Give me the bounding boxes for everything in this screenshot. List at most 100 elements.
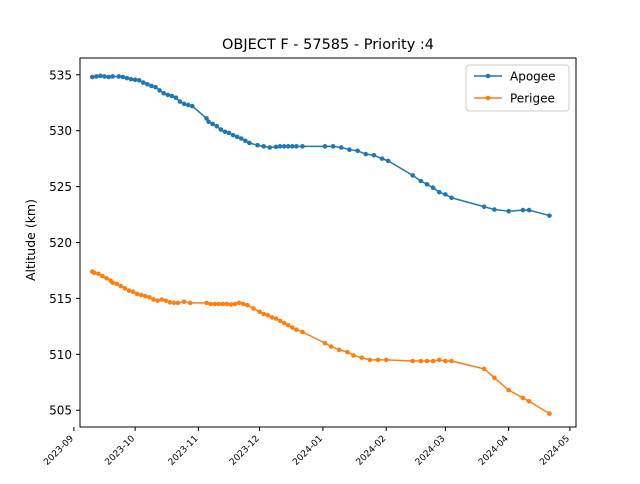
data-point-perigee [143, 293, 148, 299]
data-point-apogee [214, 123, 220, 129]
data-point-perigee [251, 306, 256, 311]
data-point-perigee [181, 299, 187, 305]
y-axis-label: Altitude (km) [23, 199, 38, 281]
data-point-apogee [355, 148, 360, 154]
data-point-perigee [228, 302, 234, 307]
data-point-apogee [267, 145, 273, 150]
legend-label: Apogee [510, 70, 556, 84]
data-point-perigee [147, 294, 152, 300]
data-point-apogee [300, 144, 305, 149]
data-point-apogee [379, 156, 385, 161]
plot-area [89, 73, 552, 416]
data-point-perigee [171, 300, 177, 306]
data-point-perigee [410, 358, 416, 364]
data-point-apogee [140, 80, 146, 85]
data-point-perigee [269, 315, 275, 320]
data-point-apogee [94, 74, 99, 79]
data-point-perigee [236, 300, 242, 306]
data-point-perigee [277, 318, 283, 324]
data-point-perigee [424, 358, 430, 364]
y-tick-label: 520 [49, 236, 72, 250]
data-point-apogee [165, 92, 171, 98]
data-point-perigee [547, 411, 552, 416]
data-point-apogee [157, 88, 162, 93]
data-point-perigee [138, 292, 144, 298]
data-point-apogee [436, 189, 442, 195]
data-point-apogee [128, 76, 134, 82]
data-point-perigee [367, 357, 373, 363]
data-point-apogee [210, 121, 215, 127]
data-point-apogee [102, 74, 107, 79]
data-point-perigee [163, 298, 169, 303]
data-point-apogee [177, 99, 183, 104]
legend-entry-apogee: Apogee [474, 70, 556, 84]
data-point-perigee [212, 301, 218, 307]
data-point-perigee [257, 309, 262, 315]
data-point-perigee [240, 301, 246, 307]
data-point-apogee [247, 140, 252, 146]
data-point-apogee [149, 83, 154, 89]
data-point-apogee [238, 136, 244, 141]
data-point-perigee [351, 353, 356, 358]
y-tick-label: 515 [49, 292, 72, 306]
data-point-perigee [96, 271, 101, 277]
data-point-perigee [345, 349, 350, 355]
data-point-perigee [155, 298, 160, 303]
data-point-apogee [206, 119, 211, 125]
y-tick-label: 505 [49, 404, 72, 418]
data-point-apogee [120, 74, 126, 80]
data-point-apogee [204, 116, 209, 121]
data-point-perigee [322, 340, 328, 346]
data-point-perigee [118, 283, 124, 289]
data-point-perigee [167, 300, 173, 305]
data-point-apogee [492, 207, 497, 212]
data-point-apogee [410, 173, 416, 178]
data-point-perigee [273, 316, 279, 321]
data-point-perigee [134, 291, 140, 297]
data-point-apogee [98, 73, 103, 79]
data-point-apogee [222, 129, 228, 135]
data-point-apogee [234, 134, 240, 140]
axes-frame [79, 57, 577, 428]
data-point-perigee [261, 311, 267, 317]
y-tick-label: 535 [49, 68, 72, 82]
data-point-apogee [330, 144, 336, 149]
data-point-apogee [322, 144, 328, 149]
data-point-perigee [443, 358, 448, 364]
data-point-apogee [294, 144, 299, 149]
data-point-perigee [520, 395, 526, 401]
data-point-apogee [132, 77, 138, 83]
series-apogee [89, 73, 552, 218]
data-point-apogee [261, 144, 267, 149]
data-point-apogee [226, 130, 232, 136]
data-point-apogee [281, 144, 287, 149]
data-point-perigee [232, 301, 238, 307]
data-point-perigee [114, 281, 120, 287]
data-point-apogee [106, 74, 111, 80]
series-perigee [89, 269, 552, 416]
legend-entry-perigee: Perigee [474, 92, 555, 106]
data-point-apogee [371, 152, 377, 158]
data-point-apogee [173, 95, 179, 100]
data-point-perigee [481, 366, 487, 372]
data-point-perigee [175, 300, 181, 306]
data-point-apogee [526, 207, 532, 213]
legend-label: Perigee [510, 92, 555, 106]
data-point-perigee [436, 357, 442, 363]
data-point-apogee [161, 90, 166, 96]
data-point-apogee [443, 192, 448, 197]
data-point-perigee [220, 301, 226, 307]
data-point-perigee [285, 322, 291, 328]
legend-marker [485, 95, 491, 101]
data-point-perigee [122, 286, 128, 291]
data-point-perigee [294, 327, 299, 333]
data-point-perigee [418, 358, 424, 364]
data-point-perigee [492, 375, 497, 381]
data-point-perigee [506, 387, 511, 393]
chart-title: OBJECT F - 57585 - Priority :4 [222, 37, 434, 53]
data-point-perigee [208, 301, 213, 307]
data-point-apogee [363, 151, 369, 157]
data-point-apogee [153, 84, 158, 90]
data-point-apogee [218, 127, 224, 132]
